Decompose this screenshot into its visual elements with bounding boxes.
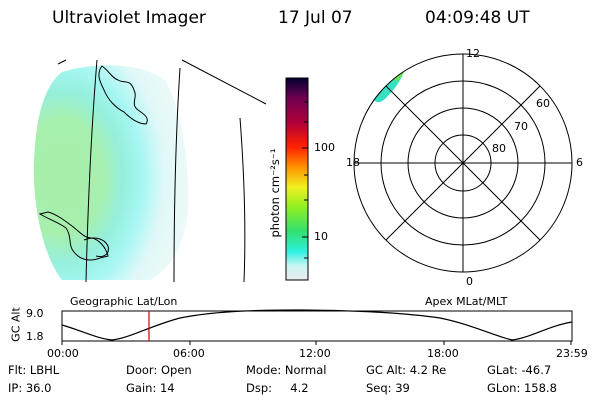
mlt-label-12: 12 [466,47,480,60]
status-flt: Flt: LBHL [8,363,60,377]
colorbar-tick-100: 100 [314,141,335,154]
altitude-xtick-0600: 06:00 [173,347,205,360]
status-glat: GLat: -46.7 [487,363,552,377]
mlt-label-6: 6 [576,156,583,169]
status-glon: GLon: 158.8 [487,381,557,395]
apex-panel-label: Apex MLat/MLT [425,295,508,308]
altitude-plot [61,309,573,345]
status-ip: IP: 36.0 [8,381,52,395]
altitude-xtick-0000: 00:00 [47,347,79,360]
mlat-label-60: 60 [536,97,550,110]
mlt-label-0: 0 [466,275,473,288]
colorbar-unit-label: photon cm⁻²s⁻¹ [268,148,282,238]
colorbar-tick-10: 10 [314,230,328,243]
altitude-ylabel: GC Alt [9,307,23,342]
status-gc-alt: GC Alt: 4.2 Re [366,363,447,377]
mlt-label-18: 18 [346,156,360,169]
colorbar [285,77,309,281]
status-door: Door: Open [126,363,192,377]
altitude-xtick-1800: 18:00 [427,347,459,360]
time-label: 04:09:48 UT [425,8,530,28]
date-label: 17 Jul 07 [278,8,353,28]
status-mode: Mode: Normal [246,363,327,377]
mlat-label-80: 80 [492,142,506,155]
geographic-image [33,59,267,283]
geographic-panel-label: Geographic Lat/Lon [70,295,178,308]
mlat-label-70: 70 [514,120,528,133]
instrument-title: Ultraviolet Imager [52,8,206,28]
altitude-xtick-1200: 12:00 [299,347,331,360]
status-dsp: Dsp: 4.2 [246,381,309,395]
altitude-ytick-1-8: 1.8 [26,330,44,343]
status-gain: Gain: 14 [126,381,175,395]
polar-plot [353,53,573,273]
altitude-ytick-9: 9.0 [26,307,44,320]
altitude-xtick-2359: 23:59 [556,347,588,360]
status-seq: Seq: 39 [366,381,410,395]
